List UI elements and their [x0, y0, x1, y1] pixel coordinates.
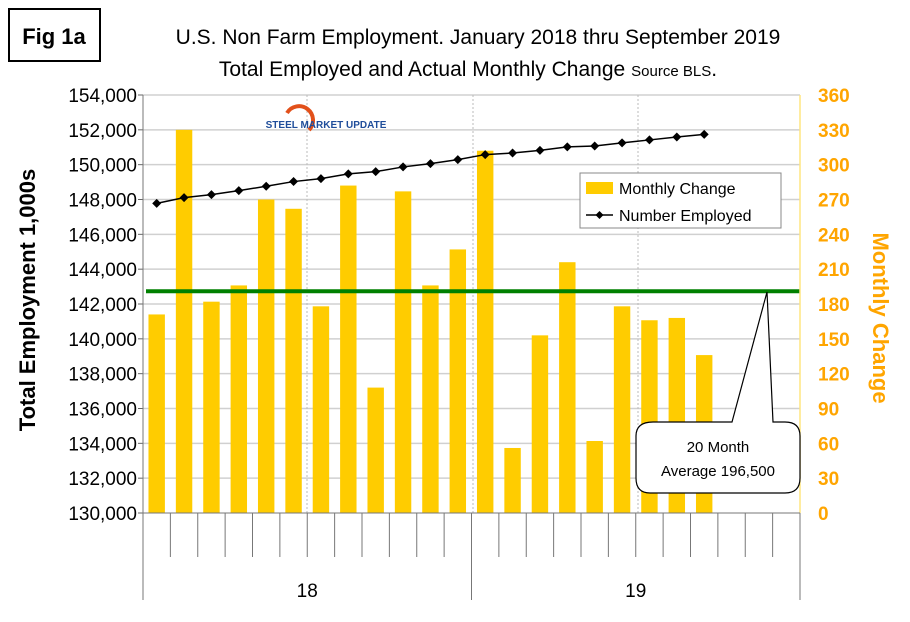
x-year-label: 19 [625, 581, 646, 602]
bar-monthly-change [394, 191, 412, 513]
bar-monthly-change [367, 387, 384, 513]
point-number-employed [343, 169, 353, 179]
y-tick-label-right: 180 [818, 295, 850, 316]
y-tick-label-left: 148,000 [68, 191, 137, 212]
bar-monthly-change [504, 447, 521, 513]
point-number-employed [206, 190, 216, 200]
point-number-employed [590, 141, 600, 151]
svg-text:STEEL MARKET UPDATE: STEEL MARKET UPDATE [266, 120, 387, 131]
bar-monthly-change [586, 441, 603, 513]
bar-monthly-change [531, 335, 549, 513]
fig-label: Fig 1a [22, 24, 86, 49]
point-number-employed [453, 155, 463, 165]
bar-monthly-change [422, 285, 439, 513]
steel-market-update-logo: STEEL MARKET UPDATE [266, 104, 387, 132]
bar-monthly-change [175, 129, 193, 514]
bar-monthly-change [613, 306, 631, 513]
chart-title-line1: U.S. Non Farm Employment. January 2018 t… [176, 26, 781, 49]
average-callout: 20 Month Average 196,500 [635, 291, 801, 494]
y-tick-label-right: 30 [818, 469, 839, 490]
y-axis-right-title: Monthly Change [868, 232, 893, 403]
y-tick-label-right: 240 [818, 225, 850, 246]
bar-monthly-change [257, 199, 275, 513]
y-tick-label-left: 138,000 [68, 365, 137, 386]
source-note: Source BLS [631, 63, 711, 80]
y-tick-label-left: 146,000 [68, 225, 137, 246]
point-number-employed [152, 198, 162, 208]
point-number-employed [398, 162, 408, 172]
y-tick-label-left: 132,000 [68, 469, 137, 490]
y-tick-label-left: 134,000 [68, 434, 137, 455]
point-number-employed [672, 132, 682, 142]
point-number-employed [699, 129, 709, 139]
y-axis-left-title: Total Employment 1,000s [15, 169, 40, 431]
y-tick-label-left: 144,000 [68, 260, 137, 281]
bar-monthly-change [449, 249, 467, 513]
point-number-employed [371, 167, 381, 177]
callout-line2: Average 196,500 [661, 463, 775, 480]
point-number-employed [480, 150, 490, 160]
point-number-employed [617, 138, 627, 148]
y-tick-label-left: 152,000 [68, 121, 137, 142]
y-tick-label-left: 130,000 [68, 504, 137, 525]
fig-label-box [8, 8, 101, 62]
bar-monthly-change [230, 285, 248, 513]
point-number-employed [179, 193, 189, 203]
y-tick-label-left: 150,000 [68, 156, 137, 177]
x-year-label: 18 [297, 581, 318, 602]
legend-swatch-monthly-change [586, 182, 613, 194]
y-tick-label-right: 0 [818, 504, 829, 525]
y-tick-label-right: 60 [818, 434, 839, 455]
point-number-employed [644, 135, 654, 145]
axes: 130,000 0 132,000 30 134,000 60 136,000 90 138,0… [68, 86, 849, 602]
bar-monthly-change [148, 314, 165, 513]
bar-monthly-change [559, 262, 576, 513]
y-tick-label-right: 300 [818, 156, 850, 177]
legend-number-employed: Number Employed [619, 208, 752, 225]
point-number-employed [425, 159, 435, 169]
y-tick-label-left: 142,000 [68, 295, 137, 316]
point-number-employed [289, 177, 299, 187]
y-tick-label-right: 360 [818, 86, 850, 107]
bar-monthly-change [340, 185, 357, 514]
bar-monthly-change [476, 150, 494, 513]
point-number-employed [316, 174, 326, 184]
bar-monthly-change [203, 301, 220, 513]
point-number-employed [261, 181, 271, 191]
y-tick-label-right: 330 [818, 121, 850, 142]
legend: Monthly Change Number Employed [579, 172, 782, 229]
point-number-employed [234, 186, 244, 196]
title-main: Total Employed and Actual Monthly Change [219, 58, 625, 81]
y-tick-label-left: 140,000 [68, 330, 137, 351]
y-tick-label-right: 90 [818, 400, 839, 421]
y-tick-label-right: 120 [818, 365, 850, 386]
bar-monthly-change [285, 208, 302, 514]
point-number-employed [562, 142, 572, 152]
bar-monthly-change [312, 306, 330, 513]
y-tick-label-right: 150 [818, 330, 850, 351]
y-tick-label-right: 270 [818, 191, 850, 212]
point-number-employed [508, 148, 518, 158]
line-series [152, 129, 709, 208]
y-tick-label-left: 136,000 [68, 400, 137, 421]
callout-line1: 20 Month [687, 439, 750, 456]
legend-monthly-change: Monthly Change [619, 181, 736, 198]
chart-title-line2: Total Employed and Actual Monthly Change… [219, 58, 717, 81]
y-tick-label-left: 154,000 [68, 86, 137, 107]
point-number-employed [535, 145, 545, 155]
y-tick-label-right: 210 [818, 260, 850, 281]
